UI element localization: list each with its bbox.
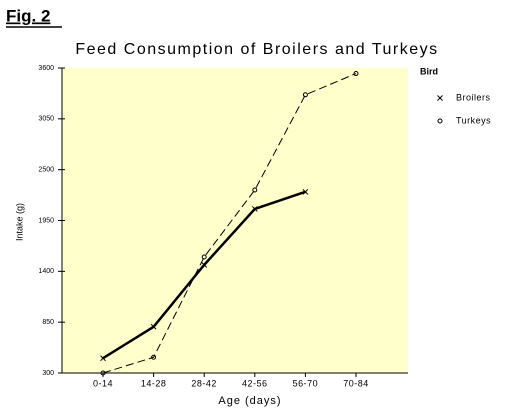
marker-stroke	[251, 206, 258, 212]
marker-x	[100, 355, 106, 362]
y-axis-label: Intake (g)	[14, 203, 24, 241]
marker-x	[437, 95, 443, 101]
marker-stroke	[437, 95, 443, 101]
plot-area	[62, 68, 408, 373]
figure-label: Fig. 2	[6, 6, 50, 25]
x-tick-label: 42-56	[242, 378, 268, 388]
x-tick-label: 70-84	[343, 378, 369, 388]
marker-o	[353, 71, 359, 77]
marker-x	[251, 206, 258, 212]
x-tick-label: 28-42	[191, 378, 217, 388]
legend-label: Turkeys	[456, 115, 491, 125]
marker-stroke	[302, 188, 309, 195]
marker-o	[201, 254, 207, 260]
marker-x	[201, 262, 208, 268]
marker-o	[100, 370, 106, 376]
x-axis-label: Age (days)	[218, 395, 281, 407]
marker-o	[252, 187, 258, 193]
marker-o	[437, 118, 443, 124]
marker-o	[302, 92, 308, 98]
y-tick-label: 850	[42, 319, 54, 326]
legend-label: Broilers	[456, 92, 491, 102]
legend-title: Bird	[420, 66, 438, 76]
x-tick-label: 0-14	[93, 378, 113, 388]
marker-stroke	[201, 262, 208, 268]
chart-title: Feed Consumption of Broilers and Turkeys	[75, 41, 438, 58]
marker-stroke	[100, 355, 106, 362]
y-tick-label: 3050	[38, 116, 54, 123]
marker-stroke	[150, 323, 157, 330]
x-tick-label: 14-28	[141, 378, 167, 388]
marker-x	[150, 323, 157, 330]
x-tick-label: 56-70	[293, 378, 319, 388]
y-tick-label: 1400	[38, 268, 54, 275]
marker-x	[302, 188, 309, 195]
series-line	[102, 73, 357, 374]
y-tick-label: 2500	[38, 167, 54, 174]
y-tick-label: 300	[42, 370, 54, 377]
marker-o	[151, 354, 157, 360]
y-tick-label: 1950	[38, 217, 54, 224]
y-tick-label: 3600	[38, 65, 54, 72]
